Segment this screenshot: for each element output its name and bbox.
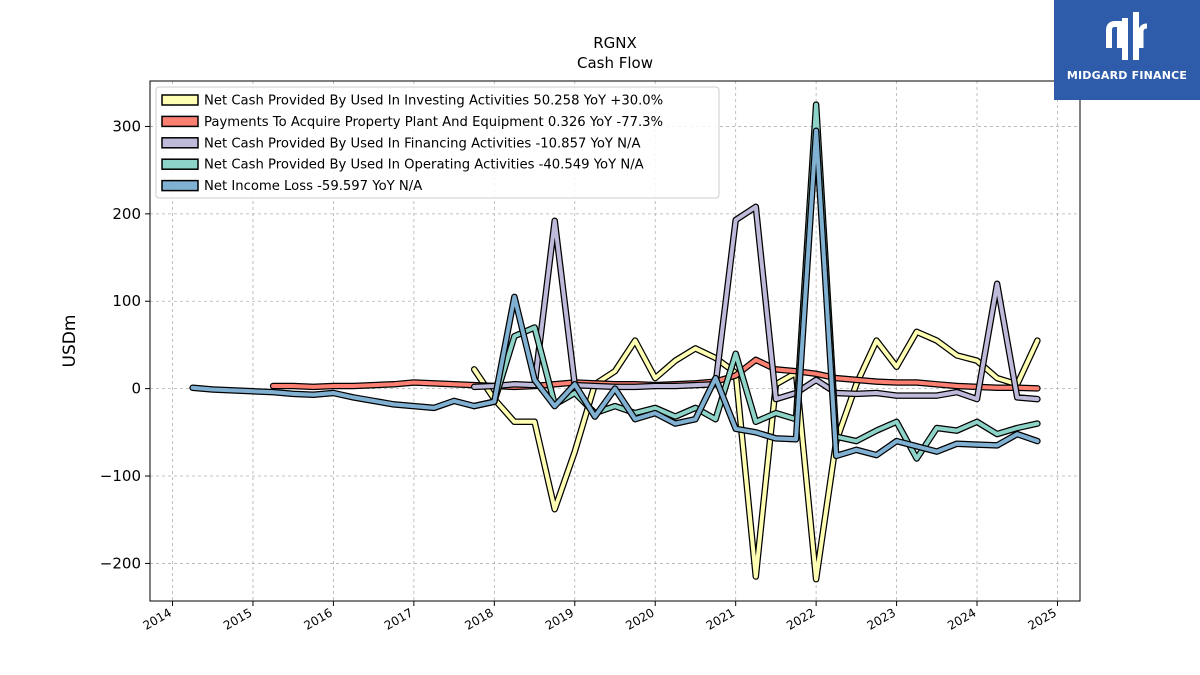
legend-swatch (161, 94, 199, 106)
y-tick-label: 300 (112, 117, 141, 135)
legend-label: Net Cash Provided By Used In Operating A… (204, 158, 644, 173)
x-tick-label: 2020 (623, 605, 656, 632)
legend-box (155, 86, 720, 199)
series-line-stroke (472, 329, 1040, 582)
y-tick-label: 100 (112, 292, 141, 310)
logo-text: MIDGARD FINANCE (1066, 69, 1188, 82)
chart-title: RGNX (593, 34, 637, 52)
brand-logo: MIDGARD FINANCE (1054, 0, 1200, 100)
legend-swatch (161, 115, 199, 128)
legend-label: Net Cash Provided By Used In Financing A… (204, 136, 641, 151)
series-line (470, 101, 1041, 462)
legend-label: Net Cash Provided By Used In Investing A… (204, 94, 663, 109)
y-axis-label: USDm (60, 315, 80, 368)
series-line-stroke (472, 102, 1040, 461)
x-tick-label: 2018 (462, 605, 495, 632)
x-tick-label: 2021 (704, 605, 737, 632)
legend: Net Cash Provided By Used In Investing A… (155, 86, 720, 199)
series-line-stroke (190, 128, 1040, 458)
series-line-stroke (472, 204, 1040, 402)
y-tick-label: 0 (131, 380, 141, 398)
y-tick-label: −200 (100, 554, 141, 572)
legend-swatch (161, 179, 199, 192)
series-line (470, 328, 1041, 583)
series-lines (189, 101, 1041, 583)
x-tick-label: 2022 (784, 605, 817, 632)
legend-swatch (161, 158, 199, 170)
legend-label: Net Income Loss -59.597 YoY N/A (204, 179, 422, 194)
x-tick-label: 2019 (543, 605, 576, 632)
chart-subtitle: Cash Flow (577, 54, 653, 72)
x-tick-label: 2023 (865, 605, 898, 632)
x-tick-label: 2016 (301, 605, 334, 632)
x-tick-label: 2025 (1026, 605, 1059, 632)
logo-mark-icon (1106, 12, 1148, 60)
x-tick-label: 2017 (382, 605, 415, 632)
y-tick-label: 200 (112, 205, 141, 223)
x-tick-label: 2015 (221, 605, 254, 632)
series-line-outline (470, 328, 1041, 583)
x-tick-label: 2014 (141, 605, 174, 632)
legend-label: Payments To Acquire Property Plant And E… (204, 115, 663, 130)
series-line-outline (470, 203, 1041, 403)
y-tick-label: −100 (100, 467, 141, 485)
plot-frame (149, 80, 1081, 602)
series-line (470, 203, 1041, 403)
series-line (189, 127, 1041, 460)
x-tick-label: 2024 (945, 605, 978, 632)
legend-swatch (161, 137, 199, 149)
